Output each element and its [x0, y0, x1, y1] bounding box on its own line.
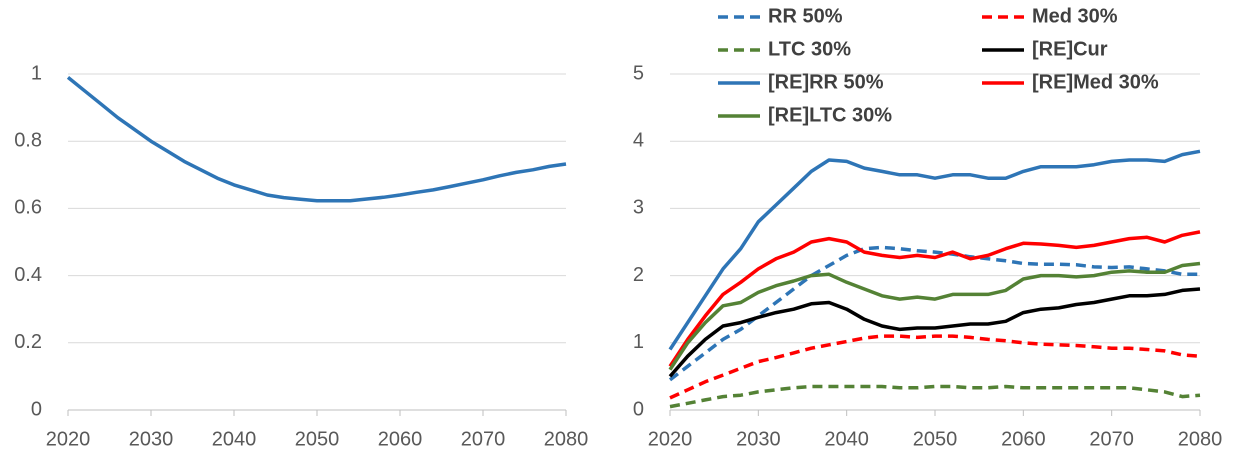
legend-label: [RE]Cur: [1032, 38, 1108, 60]
x-tick-label: 2080: [1178, 428, 1223, 450]
series-line: [669, 384, 1201, 409]
y-tick-label: 3: [633, 197, 644, 219]
x-tick-label: 2030: [129, 428, 174, 450]
series-line: [668, 287, 1201, 378]
series-line: [668, 261, 1201, 371]
series-line: [668, 230, 1201, 368]
x-tick-label: 2060: [378, 428, 423, 450]
legend-label: [RE]Med 30%: [1032, 71, 1159, 93]
x-tick-label: 2020: [46, 428, 91, 450]
y-tick-label: 0: [633, 398, 644, 420]
y-tick-label: 0: [31, 398, 42, 420]
y-tick-label: 0.4: [14, 264, 42, 286]
y-tick-label: 0.2: [14, 331, 42, 353]
x-tick-label: 2030: [736, 428, 781, 450]
series-line: [668, 149, 1201, 351]
series-line: [668, 245, 1200, 382]
x-tick-label: 2040: [824, 428, 869, 450]
x-tick-label: 2070: [461, 428, 506, 450]
series-line: [669, 334, 1201, 400]
legend-label: RR 50%: [768, 5, 843, 27]
legend-label: [RE]LTC 30%: [768, 104, 892, 126]
y-tick-label: 5: [633, 62, 644, 84]
y-tick-label: 0.6: [14, 197, 42, 219]
y-tick-label: 2: [633, 264, 644, 286]
legend-label: [RE]RR 50%: [768, 71, 884, 93]
series-line: [66, 76, 567, 203]
y-tick-label: 1: [31, 62, 42, 84]
x-tick-label: 2020: [648, 428, 693, 450]
x-tick-label: 2040: [212, 428, 257, 450]
y-tick-label: 1: [633, 331, 644, 353]
x-tick-label: 2060: [1001, 428, 1046, 450]
y-tick-label: 0.8: [14, 129, 42, 151]
x-tick-label: 2050: [295, 428, 340, 450]
y-tick-label: 4: [633, 129, 644, 151]
x-tick-label: 2070: [1089, 428, 1134, 450]
legend-label: Med 30%: [1032, 5, 1118, 27]
x-tick-label: 2050: [913, 428, 958, 450]
legend-label: LTC 30%: [768, 38, 851, 60]
x-tick-label: 2080: [544, 428, 589, 450]
